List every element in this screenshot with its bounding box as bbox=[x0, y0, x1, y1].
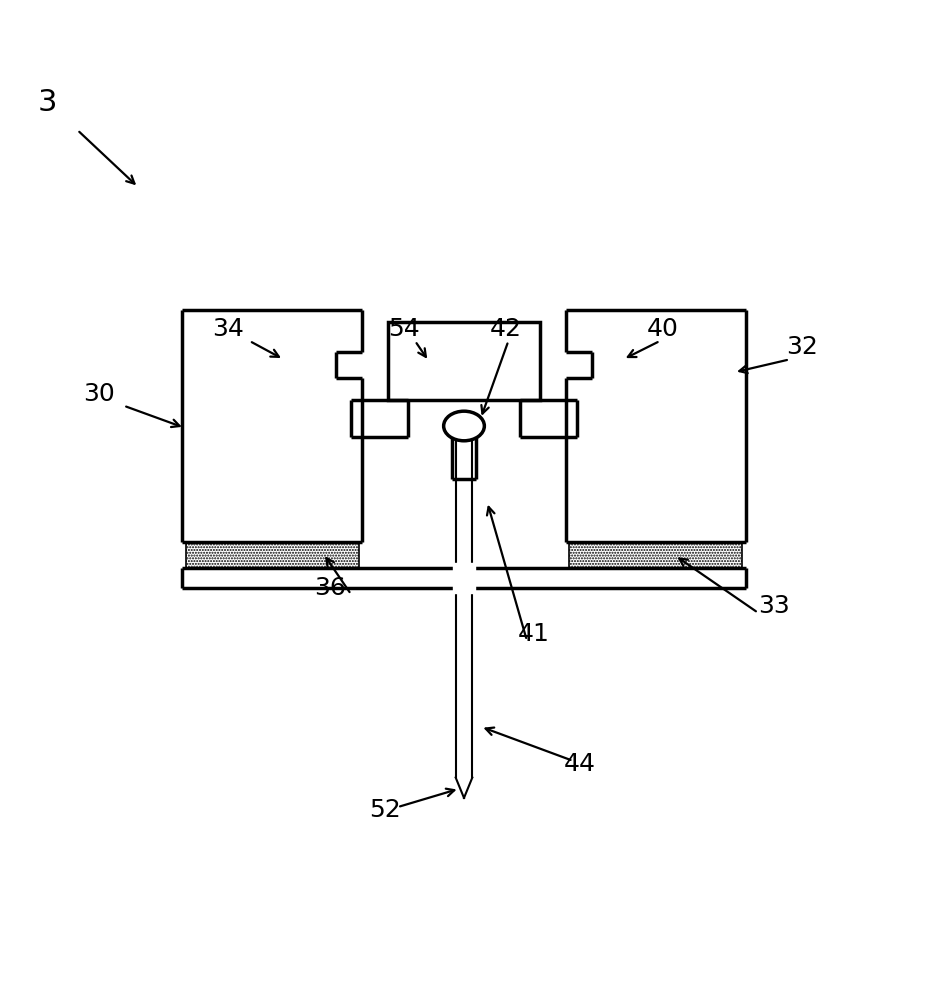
Text: 54: 54 bbox=[387, 317, 419, 341]
Text: 33: 33 bbox=[757, 594, 789, 618]
Text: 41: 41 bbox=[517, 622, 549, 646]
Text: 34: 34 bbox=[212, 317, 244, 341]
Text: 52: 52 bbox=[369, 798, 400, 822]
Text: 32: 32 bbox=[785, 335, 817, 359]
Ellipse shape bbox=[443, 411, 484, 441]
Text: 44: 44 bbox=[563, 752, 595, 776]
Bar bbox=[569, 542, 742, 568]
Text: 30: 30 bbox=[83, 382, 114, 406]
Text: 42: 42 bbox=[489, 317, 521, 341]
Bar bbox=[185, 542, 358, 568]
Text: 40: 40 bbox=[646, 317, 679, 341]
Text: 36: 36 bbox=[313, 576, 346, 600]
Text: 3: 3 bbox=[38, 88, 57, 117]
Bar bbox=[387, 322, 540, 400]
